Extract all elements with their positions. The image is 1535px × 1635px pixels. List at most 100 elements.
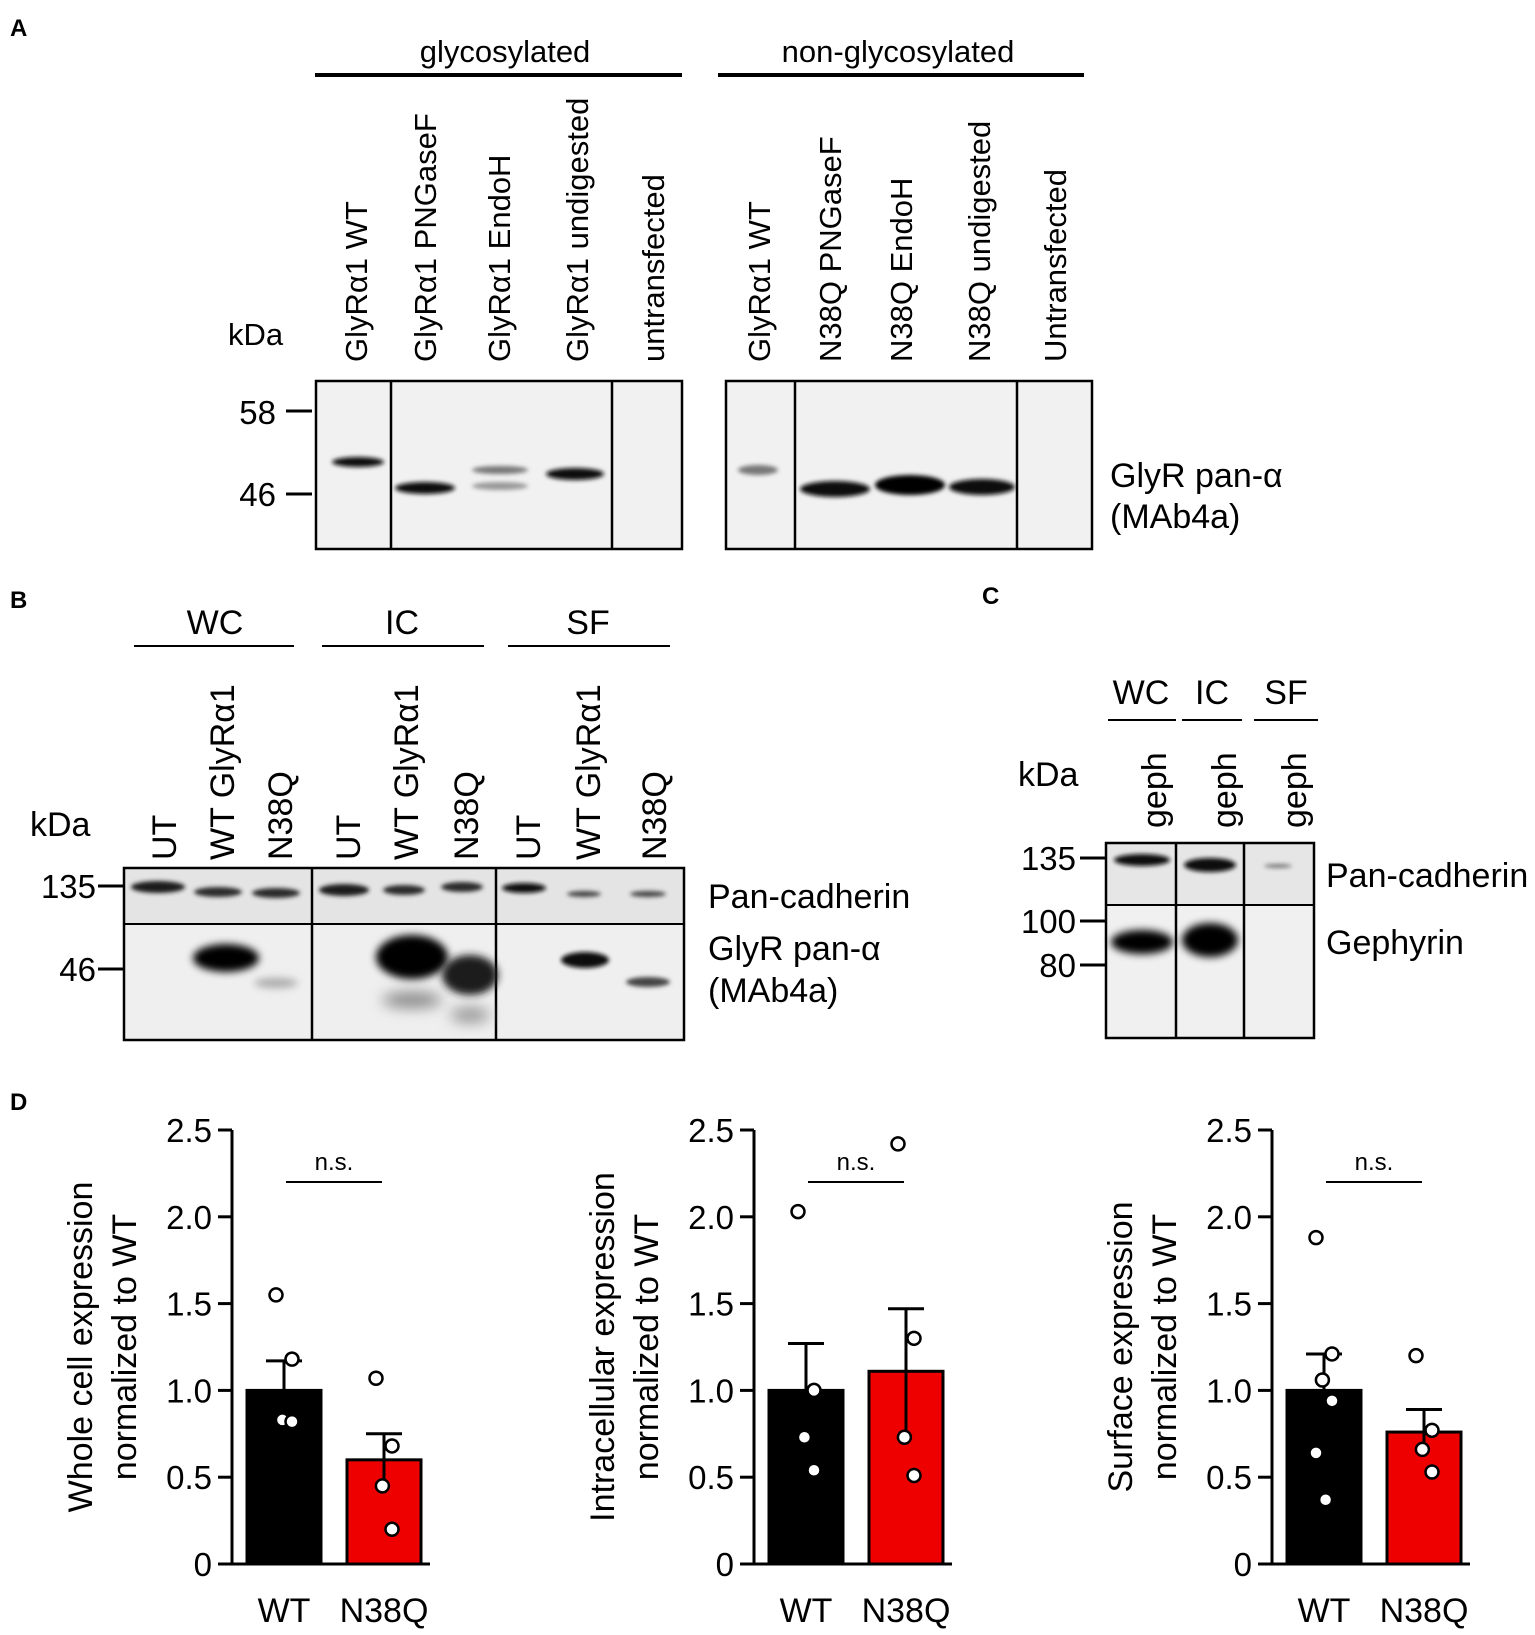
y-tick-label: 0 [716, 1546, 734, 1583]
band [800, 481, 870, 497]
band [875, 475, 945, 495]
band [502, 883, 546, 893]
lane-label: geph [1206, 752, 1244, 828]
y-tick-label: 1.0 [688, 1372, 734, 1409]
lane-label: UT [510, 815, 548, 860]
lane-label: N38Q undigested [962, 121, 997, 362]
band [1264, 864, 1292, 868]
lane-label: N38Q EndoH [884, 178, 919, 362]
y-tick-label: 0.5 [1206, 1459, 1252, 1496]
band [472, 466, 528, 474]
band [194, 887, 242, 897]
group-label-non-glycosylated: non-glycosylated [782, 34, 1015, 69]
band [382, 992, 442, 1008]
y-axis-label: normalized to WT [1146, 1214, 1184, 1480]
band [1111, 930, 1173, 954]
kda-label: kDa [228, 317, 284, 352]
lane-label: WT GlyRα1 [570, 684, 608, 860]
y-tick-label: 0.5 [166, 1459, 212, 1496]
data-point [1424, 1464, 1440, 1480]
y-tick-label: 1.5 [688, 1286, 734, 1323]
row-label-glyr-antibody: (MAb4a) [708, 972, 838, 1010]
x-tick-label: WT [258, 1592, 311, 1630]
y-axis-label: Whole cell expression [62, 1182, 100, 1513]
marker-135: 135 [41, 868, 96, 905]
data-point [374, 1478, 391, 1494]
y-tick-label: 1.0 [166, 1372, 212, 1409]
lane-label: geph [1276, 752, 1314, 828]
lane-label: WT GlyRα1 [204, 684, 242, 860]
blot-b [122, 866, 686, 1042]
lane-label: untransfected [636, 174, 671, 362]
y-tick-label: 1.5 [1206, 1286, 1252, 1323]
data-point [896, 1429, 913, 1446]
group-label-glycosylated: glycosylated [420, 34, 591, 69]
x-tick-label: WT [1298, 1592, 1351, 1630]
y-axis-label: normalized to WT [628, 1214, 666, 1480]
lane-label: UT [146, 815, 184, 860]
data-point [1308, 1229, 1324, 1246]
y-tick-label: 0 [194, 1546, 212, 1583]
y-tick-label: 0 [1234, 1546, 1252, 1583]
group-label: SF [1264, 674, 1307, 712]
y-tick-label: 2.5 [166, 1112, 212, 1149]
lane-label: GlyRα1 PNGaseF [408, 113, 443, 362]
blot-glycosylated [314, 379, 684, 551]
panel-a: A glycosylated non-glycosylated GlyRα1 W… [10, 15, 1283, 551]
band [1184, 858, 1236, 872]
significance-label: n.s. [315, 1149, 354, 1176]
band [252, 888, 300, 898]
lane-label: WT GlyRα1 [388, 684, 426, 860]
y-tick-label: 1.5 [166, 1286, 212, 1323]
x-tick-label: N38Q [340, 1592, 429, 1630]
y-axis-label: normalized to WT [106, 1214, 144, 1480]
band [546, 468, 604, 480]
band [567, 891, 601, 897]
y-tick-label: 2.5 [688, 1112, 734, 1149]
blot-label: GlyR pan-α [1110, 457, 1283, 495]
marker-46: 46 [59, 951, 96, 988]
kda-label: kDa [30, 806, 91, 844]
group-label: SF [566, 604, 609, 642]
band [450, 1007, 490, 1023]
lane-label: N38Q [448, 771, 486, 860]
blot-label: (MAb4a) [1110, 498, 1240, 536]
group-label: IC [385, 604, 419, 642]
marker-100: 100 [1021, 903, 1076, 940]
row-label-glyr: GlyR pan-α [708, 930, 881, 968]
panel-a-letter: A [10, 15, 27, 42]
kda-label: kDa [1018, 756, 1079, 794]
x-tick-label: N38Q [1380, 1592, 1469, 1630]
data-point [1314, 1372, 1331, 1388]
data-point [1424, 1422, 1440, 1439]
y-tick-label: 2.0 [166, 1199, 212, 1236]
data-point [384, 1438, 400, 1454]
data-point [1414, 1441, 1431, 1458]
blot-c [1104, 841, 1316, 1040]
y-tick-label: 2.0 [688, 1199, 734, 1236]
panel-b-letter: B [10, 587, 27, 614]
lane-label: N38Q [636, 771, 674, 860]
y-axis-label: Surface expression [1102, 1201, 1140, 1492]
band [254, 978, 298, 988]
band [949, 479, 1015, 495]
data-point [1324, 1393, 1340, 1409]
band [319, 884, 369, 896]
lane-label: Untransfected [1038, 169, 1073, 362]
group-label: IC [1195, 674, 1229, 712]
band [441, 882, 483, 892]
lane-label: N38Q PNGaseF [813, 136, 848, 362]
marker-46: 46 [239, 476, 276, 513]
data-point [284, 1413, 300, 1430]
data-point [906, 1467, 922, 1484]
group-label: WC [187, 604, 244, 642]
band [383, 885, 425, 895]
significance-label: n.s. [837, 1149, 876, 1176]
y-tick-label: 1.0 [1206, 1372, 1252, 1409]
marker-135: 135 [1021, 840, 1076, 877]
band [472, 482, 528, 490]
band [626, 977, 670, 987]
bar-chart-intracellular: 0 0.5 1.0 1.5 2.0 2.5 Intracellular expression… [584, 1112, 952, 1630]
panel-d-letter: D [10, 1089, 27, 1116]
